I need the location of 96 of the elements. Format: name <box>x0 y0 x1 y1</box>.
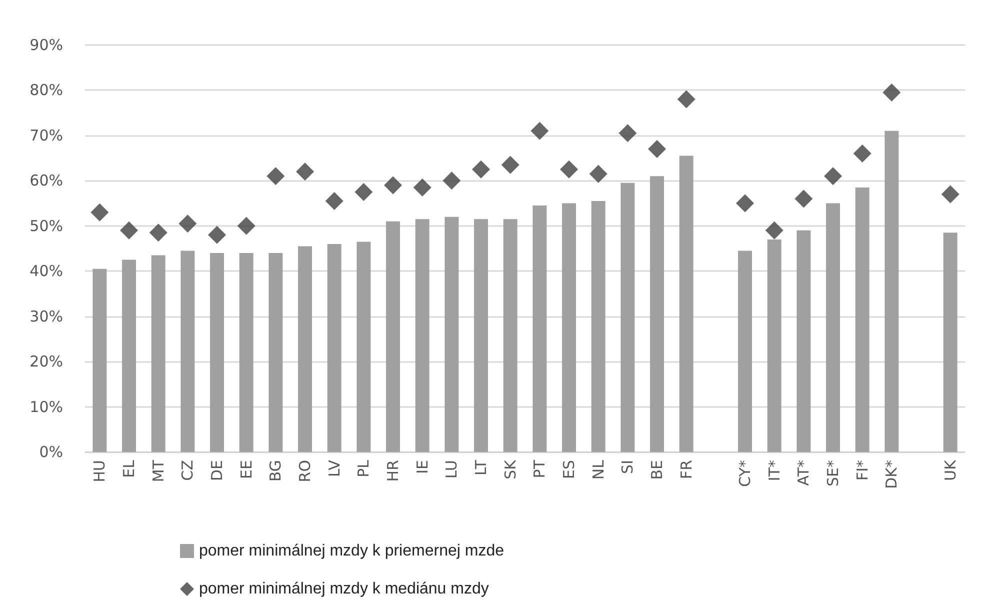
x-tick-label: HR <box>384 460 402 482</box>
bar <box>767 239 782 452</box>
bar <box>679 156 694 452</box>
legend-label: pomer minimálnej mzdy k priemernej mzde <box>199 542 504 560</box>
point <box>90 203 109 222</box>
bar <box>562 203 576 452</box>
bar <box>298 246 312 452</box>
point <box>149 224 168 242</box>
point <box>472 160 490 178</box>
bar <box>356 242 371 452</box>
y-tick-label: 40% <box>30 262 63 280</box>
bar <box>738 250 752 452</box>
bar <box>826 203 840 452</box>
bar <box>386 221 400 452</box>
point <box>560 160 578 178</box>
x-tick-label: DK* <box>882 460 901 489</box>
x-tick-label: DE <box>208 460 226 482</box>
legend-label: pomer minimálnej mzdy k mediánu mzdy <box>199 580 489 598</box>
x-tick-label: LU <box>442 460 461 479</box>
x-tick-label: AT* <box>794 460 813 486</box>
point <box>648 140 666 158</box>
y-tick-label: 20% <box>30 352 63 371</box>
bar <box>239 253 254 452</box>
bar <box>122 260 136 452</box>
bar <box>474 219 488 452</box>
y-tick-label: 50% <box>30 216 63 235</box>
bar <box>415 219 430 452</box>
bar <box>532 206 547 452</box>
bar <box>180 250 195 452</box>
point <box>853 144 872 163</box>
x-tick-label: IE <box>413 460 432 474</box>
bar <box>855 187 870 452</box>
x-tick-label: NL <box>589 459 608 480</box>
x-tick-label: SI <box>618 460 637 474</box>
bar <box>151 255 166 452</box>
bar <box>591 201 606 452</box>
x-tick-label: LT <box>472 459 490 476</box>
bar <box>92 268 107 452</box>
bar <box>268 253 283 452</box>
x-tick-label: FR <box>677 460 696 480</box>
y-tick-label: 10% <box>30 398 63 416</box>
point <box>677 90 696 108</box>
point <box>296 162 314 181</box>
point <box>325 192 344 210</box>
x-tick-label: SK <box>501 458 520 480</box>
bar <box>796 230 811 452</box>
point <box>618 124 637 142</box>
point <box>120 221 138 240</box>
point <box>208 226 226 244</box>
point <box>354 182 373 201</box>
x-tick-label: PT <box>530 459 549 478</box>
point <box>530 122 549 140</box>
bar <box>943 232 958 452</box>
x-tick-label: MT <box>149 459 168 482</box>
point <box>794 190 813 208</box>
bar <box>503 219 518 452</box>
bar <box>884 130 899 452</box>
y-tick-label: 0% <box>39 443 63 461</box>
y-tick-label: 60% <box>30 172 63 190</box>
x-tick-label: RO <box>296 460 314 482</box>
x-tick-label: BE <box>648 460 666 480</box>
bar <box>444 216 459 452</box>
point <box>413 178 432 196</box>
point <box>237 216 256 235</box>
x-tick-label: BG <box>266 460 285 482</box>
point <box>736 194 754 212</box>
point <box>589 164 608 183</box>
x-tick-label: SE* <box>824 460 842 486</box>
point <box>178 214 197 233</box>
point <box>941 185 960 204</box>
y-tick-label: 30% <box>30 307 63 326</box>
x-tick-label: UK <box>941 458 960 481</box>
point <box>384 176 402 194</box>
point <box>442 172 461 190</box>
y-tick-label: 90% <box>30 36 63 54</box>
x-tick-label: EL <box>120 459 138 478</box>
point <box>882 83 901 102</box>
point <box>501 156 520 174</box>
x-tick-label: FI* <box>853 460 872 481</box>
bar <box>327 244 342 452</box>
x-tick-label: HU <box>90 460 109 482</box>
x-tick-label: LV <box>325 459 344 477</box>
point <box>765 221 784 240</box>
point <box>266 167 285 186</box>
x-tick-label: ES <box>560 460 578 479</box>
x-tick-label: PL <box>354 459 373 478</box>
point <box>824 167 842 186</box>
bar <box>210 253 224 452</box>
y-tick-label: 70% <box>30 126 63 144</box>
x-tick-label: CY* <box>736 460 754 487</box>
y-tick-label: 80% <box>30 81 63 100</box>
x-tick-label: EE <box>237 460 256 479</box>
x-tick-label: CZ <box>178 460 197 481</box>
bar <box>620 182 635 452</box>
x-tick-label: IT* <box>765 460 784 482</box>
bar <box>650 176 664 452</box>
